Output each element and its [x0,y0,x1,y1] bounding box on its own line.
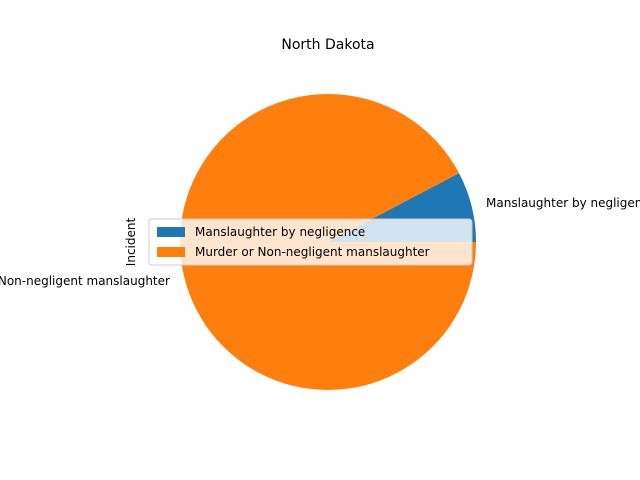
pie-slice-labels: Manslaughter by negligence Murder or Non-… [0,196,640,288]
y-axis-label: Incident [124,218,138,267]
legend-frame [148,218,473,266]
legend: Manslaughter by negligence Murder or Non-… [148,218,473,266]
legend-swatch [157,247,185,257]
legend-label: Manslaughter by negligence [195,225,365,239]
legend-label: Murder or Non-negligent manslaughter [195,245,430,259]
legend-swatch [157,227,185,237]
chart-title: North Dakota [281,37,374,53]
slice-label: Manslaughter by negligence [486,196,640,210]
slice-label: Murder or Non-negligent manslaughter [0,274,170,288]
